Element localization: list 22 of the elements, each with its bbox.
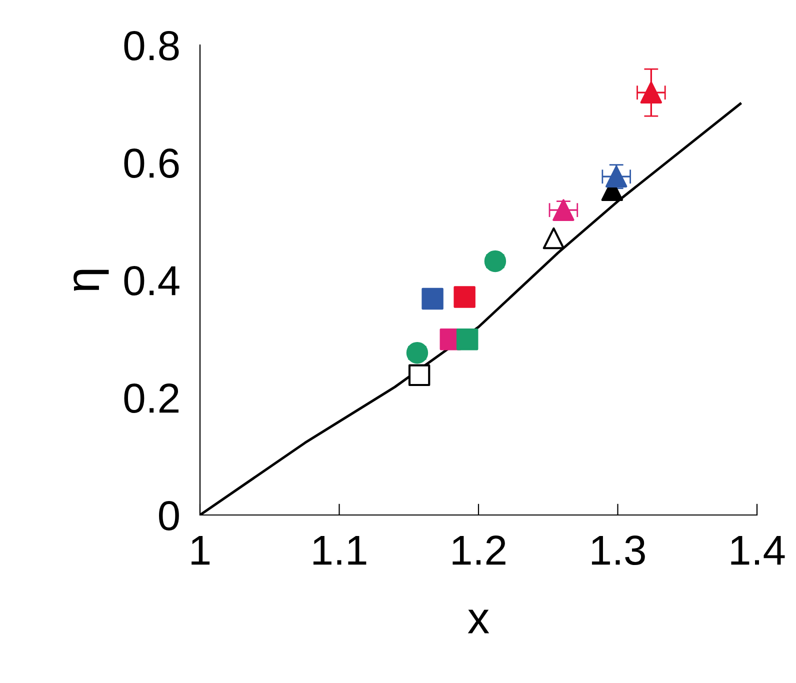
y-tick-label: 0.6: [124, 148, 179, 178]
point: [542, 227, 565, 250]
y-tick-label: 0.8: [124, 31, 179, 61]
x-axis-title: x: [468, 610, 490, 634]
y-tick-label: 0.4: [124, 266, 180, 296]
y-tick-label: 0.2: [124, 384, 178, 414]
point: [552, 199, 574, 221]
x-tick-label: 1.2: [452, 536, 506, 565]
point: [408, 364, 430, 386]
y-tick-label: 0: [159, 501, 179, 531]
x-tick-label: 1: [192, 536, 210, 565]
point: [484, 250, 506, 272]
point: [422, 288, 444, 310]
x-tick-label: 1.4: [731, 536, 785, 565]
point: [406, 342, 428, 364]
point: [454, 286, 476, 308]
x-tick-label: 1.1: [313, 536, 366, 565]
point: [640, 82, 662, 104]
y-axis-title: η: [74, 270, 109, 291]
point: [456, 328, 478, 350]
point: [605, 166, 628, 188]
x-tick-label: 1.3: [592, 536, 645, 566]
